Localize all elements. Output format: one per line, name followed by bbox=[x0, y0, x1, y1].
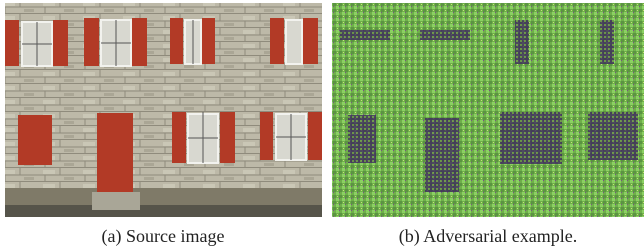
caption: (a) Source image bbox=[102, 226, 225, 247]
source-image bbox=[5, 3, 322, 217]
caption: (b) Adversarial example. bbox=[399, 226, 577, 247]
figure: (a) Source image (b) Adversarial example… bbox=[0, 0, 644, 252]
page: (a) Source image (b) Adversarial example… bbox=[0, 0, 644, 252]
adversarial-image bbox=[332, 3, 644, 217]
